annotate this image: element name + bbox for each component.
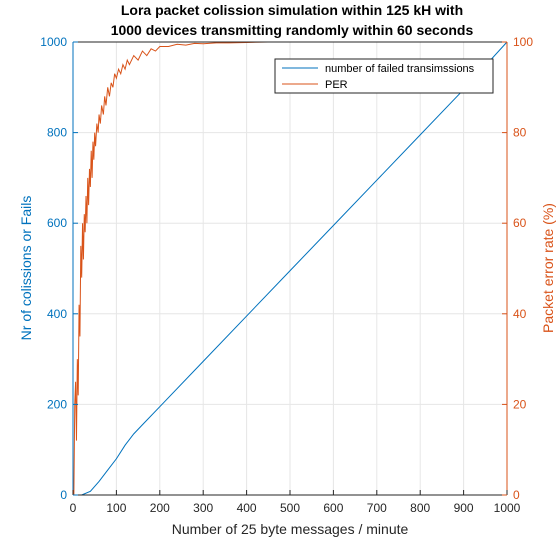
y-axis-left-label: Nr of colissions or Fails (18, 196, 34, 341)
y-right-tick-label-4: 80 (513, 126, 527, 140)
x-tick-label-4: 400 (237, 501, 257, 515)
x-axis-label: Number of 25 byte messages / minute (172, 521, 409, 537)
y-right-tick-label-5: 100 (513, 35, 533, 49)
y-left-tick-label-3: 600 (47, 216, 67, 230)
chart-title-line-1: Lora packet colission simulation within … (121, 2, 463, 18)
x-tick-label-1: 100 (106, 501, 126, 515)
y-right-tick-label-1: 20 (513, 397, 527, 411)
legend: number of failed transimssions PER (275, 59, 493, 93)
legend-label-failed: number of failed transimssions (325, 63, 475, 75)
x-tick-label-10: 1000 (494, 501, 521, 515)
y-right-tick-label-3: 60 (513, 216, 527, 230)
x-tick-label-7: 700 (367, 501, 387, 515)
y-right-tick-label-0: 0 (513, 488, 520, 502)
y-left-tick-label-5: 1000 (40, 35, 67, 49)
y-right-tick-label-2: 40 (513, 307, 527, 321)
x-tick-label-3: 300 (193, 501, 213, 515)
x-tick-label-8: 800 (410, 501, 430, 515)
x-tick-label-2: 200 (150, 501, 170, 515)
y-left-tick-label-4: 800 (47, 126, 67, 140)
y-left-tick-label-0: 0 (60, 488, 67, 502)
x-tick-label-0: 0 (70, 501, 77, 515)
x-tick-label-6: 600 (323, 501, 343, 515)
chart-title-line-2: 1000 devices transmitting randomly withi… (111, 22, 474, 38)
x-tick-label-5: 500 (280, 501, 300, 515)
y-left-tick-label-2: 400 (47, 307, 67, 321)
y-left-tick-label-1: 200 (47, 397, 67, 411)
legend-label-per: PER (325, 79, 348, 91)
y-axis-right-label: Packet error rate (%) (540, 203, 556, 333)
x-tick-label-9: 900 (454, 501, 474, 515)
